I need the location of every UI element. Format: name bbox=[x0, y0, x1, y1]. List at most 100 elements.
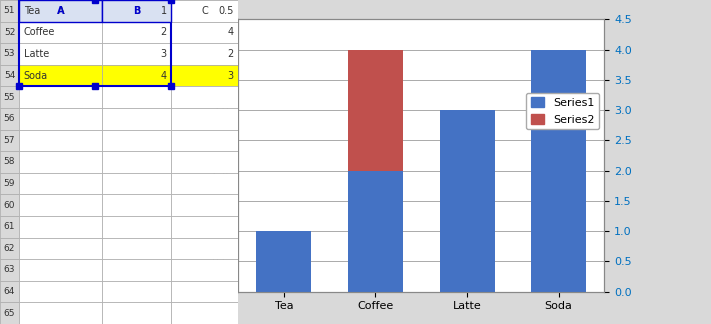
Bar bbox=[257, 231, 311, 292]
Bar bbox=[171, 237, 238, 259]
Legend: Series1, Series2: Series1, Series2 bbox=[526, 93, 599, 129]
Bar bbox=[0, 216, 19, 237]
Bar bbox=[19, 0, 102, 22]
Bar bbox=[19, 108, 102, 130]
Text: 58: 58 bbox=[4, 157, 15, 167]
Text: A: A bbox=[58, 6, 64, 16]
Text: 63: 63 bbox=[4, 265, 15, 274]
Bar bbox=[102, 216, 171, 237]
Text: Tea: Tea bbox=[24, 6, 40, 16]
Bar bbox=[0, 281, 19, 302]
Text: 4: 4 bbox=[228, 28, 233, 37]
Bar bbox=[102, 237, 171, 259]
Bar bbox=[102, 151, 171, 173]
Text: 64: 64 bbox=[4, 287, 15, 296]
Bar bbox=[0, 130, 19, 151]
Bar bbox=[0, 22, 19, 43]
Bar bbox=[19, 194, 102, 216]
Bar bbox=[102, 0, 171, 22]
Bar bbox=[439, 171, 495, 292]
Bar bbox=[171, 302, 238, 324]
Text: 2: 2 bbox=[161, 28, 166, 37]
Bar bbox=[0, 302, 19, 324]
Bar bbox=[102, 108, 171, 130]
Bar bbox=[102, 130, 171, 151]
Bar bbox=[0, 237, 19, 259]
Bar bbox=[0, 151, 19, 173]
Bar bbox=[171, 87, 238, 108]
Bar bbox=[102, 194, 171, 216]
Bar bbox=[439, 110, 495, 292]
Bar bbox=[19, 302, 102, 324]
Text: 56: 56 bbox=[4, 114, 15, 123]
Bar bbox=[19, 43, 102, 65]
Text: 54: 54 bbox=[4, 71, 15, 80]
Text: 55: 55 bbox=[4, 93, 15, 102]
Bar bbox=[0, 43, 19, 65]
Bar bbox=[171, 130, 238, 151]
Bar bbox=[19, 65, 102, 87]
Bar bbox=[0, 194, 19, 216]
Bar bbox=[102, 43, 171, 65]
Text: 52: 52 bbox=[4, 28, 15, 37]
Bar bbox=[0, 108, 19, 130]
Bar bbox=[19, 281, 102, 302]
Text: Coffee: Coffee bbox=[24, 28, 55, 37]
Bar bbox=[257, 261, 311, 292]
Bar bbox=[171, 65, 238, 87]
Bar bbox=[102, 259, 171, 281]
Bar bbox=[348, 50, 403, 292]
Text: 53: 53 bbox=[4, 50, 15, 59]
Text: 51: 51 bbox=[4, 6, 15, 15]
Text: 1: 1 bbox=[161, 6, 166, 16]
Text: 60: 60 bbox=[4, 201, 15, 210]
Bar bbox=[19, 173, 102, 194]
Text: C: C bbox=[201, 6, 208, 16]
Bar bbox=[0, 0, 19, 22]
Bar bbox=[348, 171, 403, 292]
Text: Soda: Soda bbox=[24, 71, 48, 81]
Text: B: B bbox=[133, 6, 141, 16]
Bar bbox=[0, 0, 238, 22]
Bar bbox=[0, 259, 19, 281]
Bar bbox=[19, 0, 102, 22]
Bar bbox=[19, 87, 102, 108]
Text: B: B bbox=[134, 6, 140, 16]
Bar bbox=[171, 108, 238, 130]
Bar bbox=[0, 65, 19, 87]
Bar bbox=[171, 194, 238, 216]
Bar bbox=[171, 216, 238, 237]
Text: 3: 3 bbox=[228, 71, 233, 81]
Text: 65: 65 bbox=[4, 309, 15, 318]
Bar bbox=[102, 65, 171, 87]
Bar bbox=[171, 281, 238, 302]
Bar bbox=[102, 173, 171, 194]
Bar bbox=[19, 22, 102, 43]
Bar bbox=[102, 281, 171, 302]
Bar bbox=[19, 216, 102, 237]
Bar bbox=[19, 0, 171, 87]
Bar bbox=[171, 173, 238, 194]
Text: Latte: Latte bbox=[24, 49, 49, 59]
Bar bbox=[531, 50, 586, 292]
Bar bbox=[171, 22, 238, 43]
Text: A: A bbox=[57, 6, 65, 16]
Text: 59: 59 bbox=[4, 179, 15, 188]
Bar bbox=[19, 130, 102, 151]
Bar bbox=[0, 87, 19, 108]
Bar bbox=[0, 173, 19, 194]
Bar bbox=[171, 259, 238, 281]
Text: 4: 4 bbox=[161, 71, 166, 81]
Bar bbox=[102, 87, 171, 108]
Text: 2: 2 bbox=[228, 49, 233, 59]
Bar bbox=[531, 110, 586, 292]
Bar bbox=[102, 302, 171, 324]
Bar bbox=[19, 259, 102, 281]
Bar bbox=[102, 0, 171, 22]
Text: 3: 3 bbox=[161, 49, 166, 59]
Bar bbox=[19, 151, 102, 173]
Bar bbox=[171, 0, 238, 22]
Bar bbox=[102, 22, 171, 43]
Text: 61: 61 bbox=[4, 222, 15, 231]
Text: 62: 62 bbox=[4, 244, 15, 253]
